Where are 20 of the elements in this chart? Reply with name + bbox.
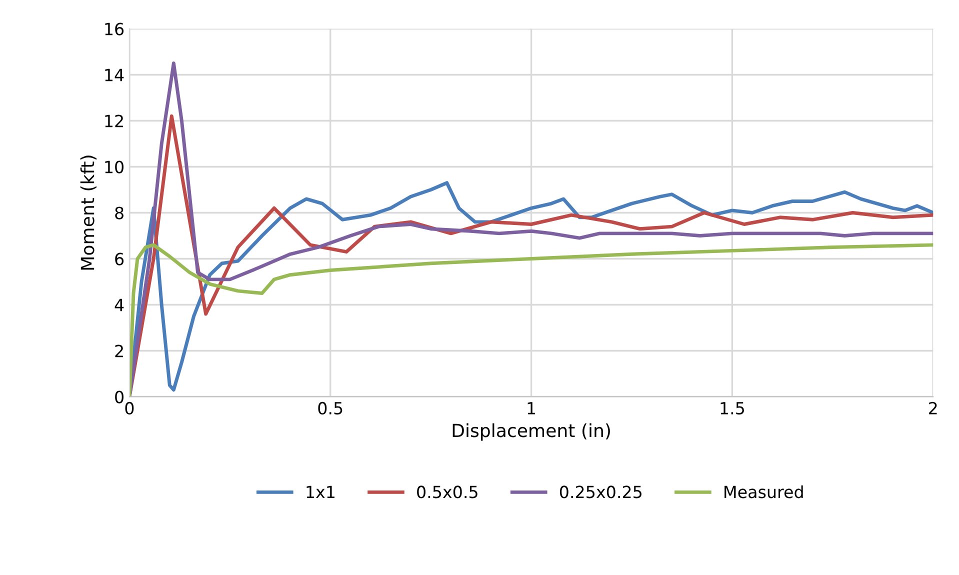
- x-tick-label: 1: [528, 402, 536, 414]
- y-tick-label: 2: [115, 344, 123, 358]
- legend-label: 0.25x0.25: [560, 486, 642, 498]
- legend-label: 1x1: [306, 486, 334, 498]
- y-tick-label: 6: [115, 252, 124, 266]
- x-tick-label: 1.5: [720, 402, 744, 415]
- legend-label: Measured: [724, 485, 803, 498]
- y-tick-label: 10: [105, 160, 124, 174]
- y-tick-label: 16: [105, 22, 124, 36]
- y-tick-label: 0: [115, 390, 124, 404]
- y-axis-title: Moment (kft): [80, 156, 96, 270]
- legend-label: 0.5x0.5: [417, 486, 478, 498]
- x-tick-label: 2: [929, 402, 937, 414]
- x-tick-label: 0: [125, 402, 134, 415]
- y-tick-label: 4: [114, 298, 124, 312]
- x-tick-label: 0.5: [318, 402, 342, 415]
- x-axis-title: Displacement (in): [452, 423, 610, 441]
- y-tick-label: 14: [105, 68, 124, 82]
- y-tick-label: 12: [105, 114, 123, 128]
- y-tick-label: 8: [115, 206, 124, 220]
